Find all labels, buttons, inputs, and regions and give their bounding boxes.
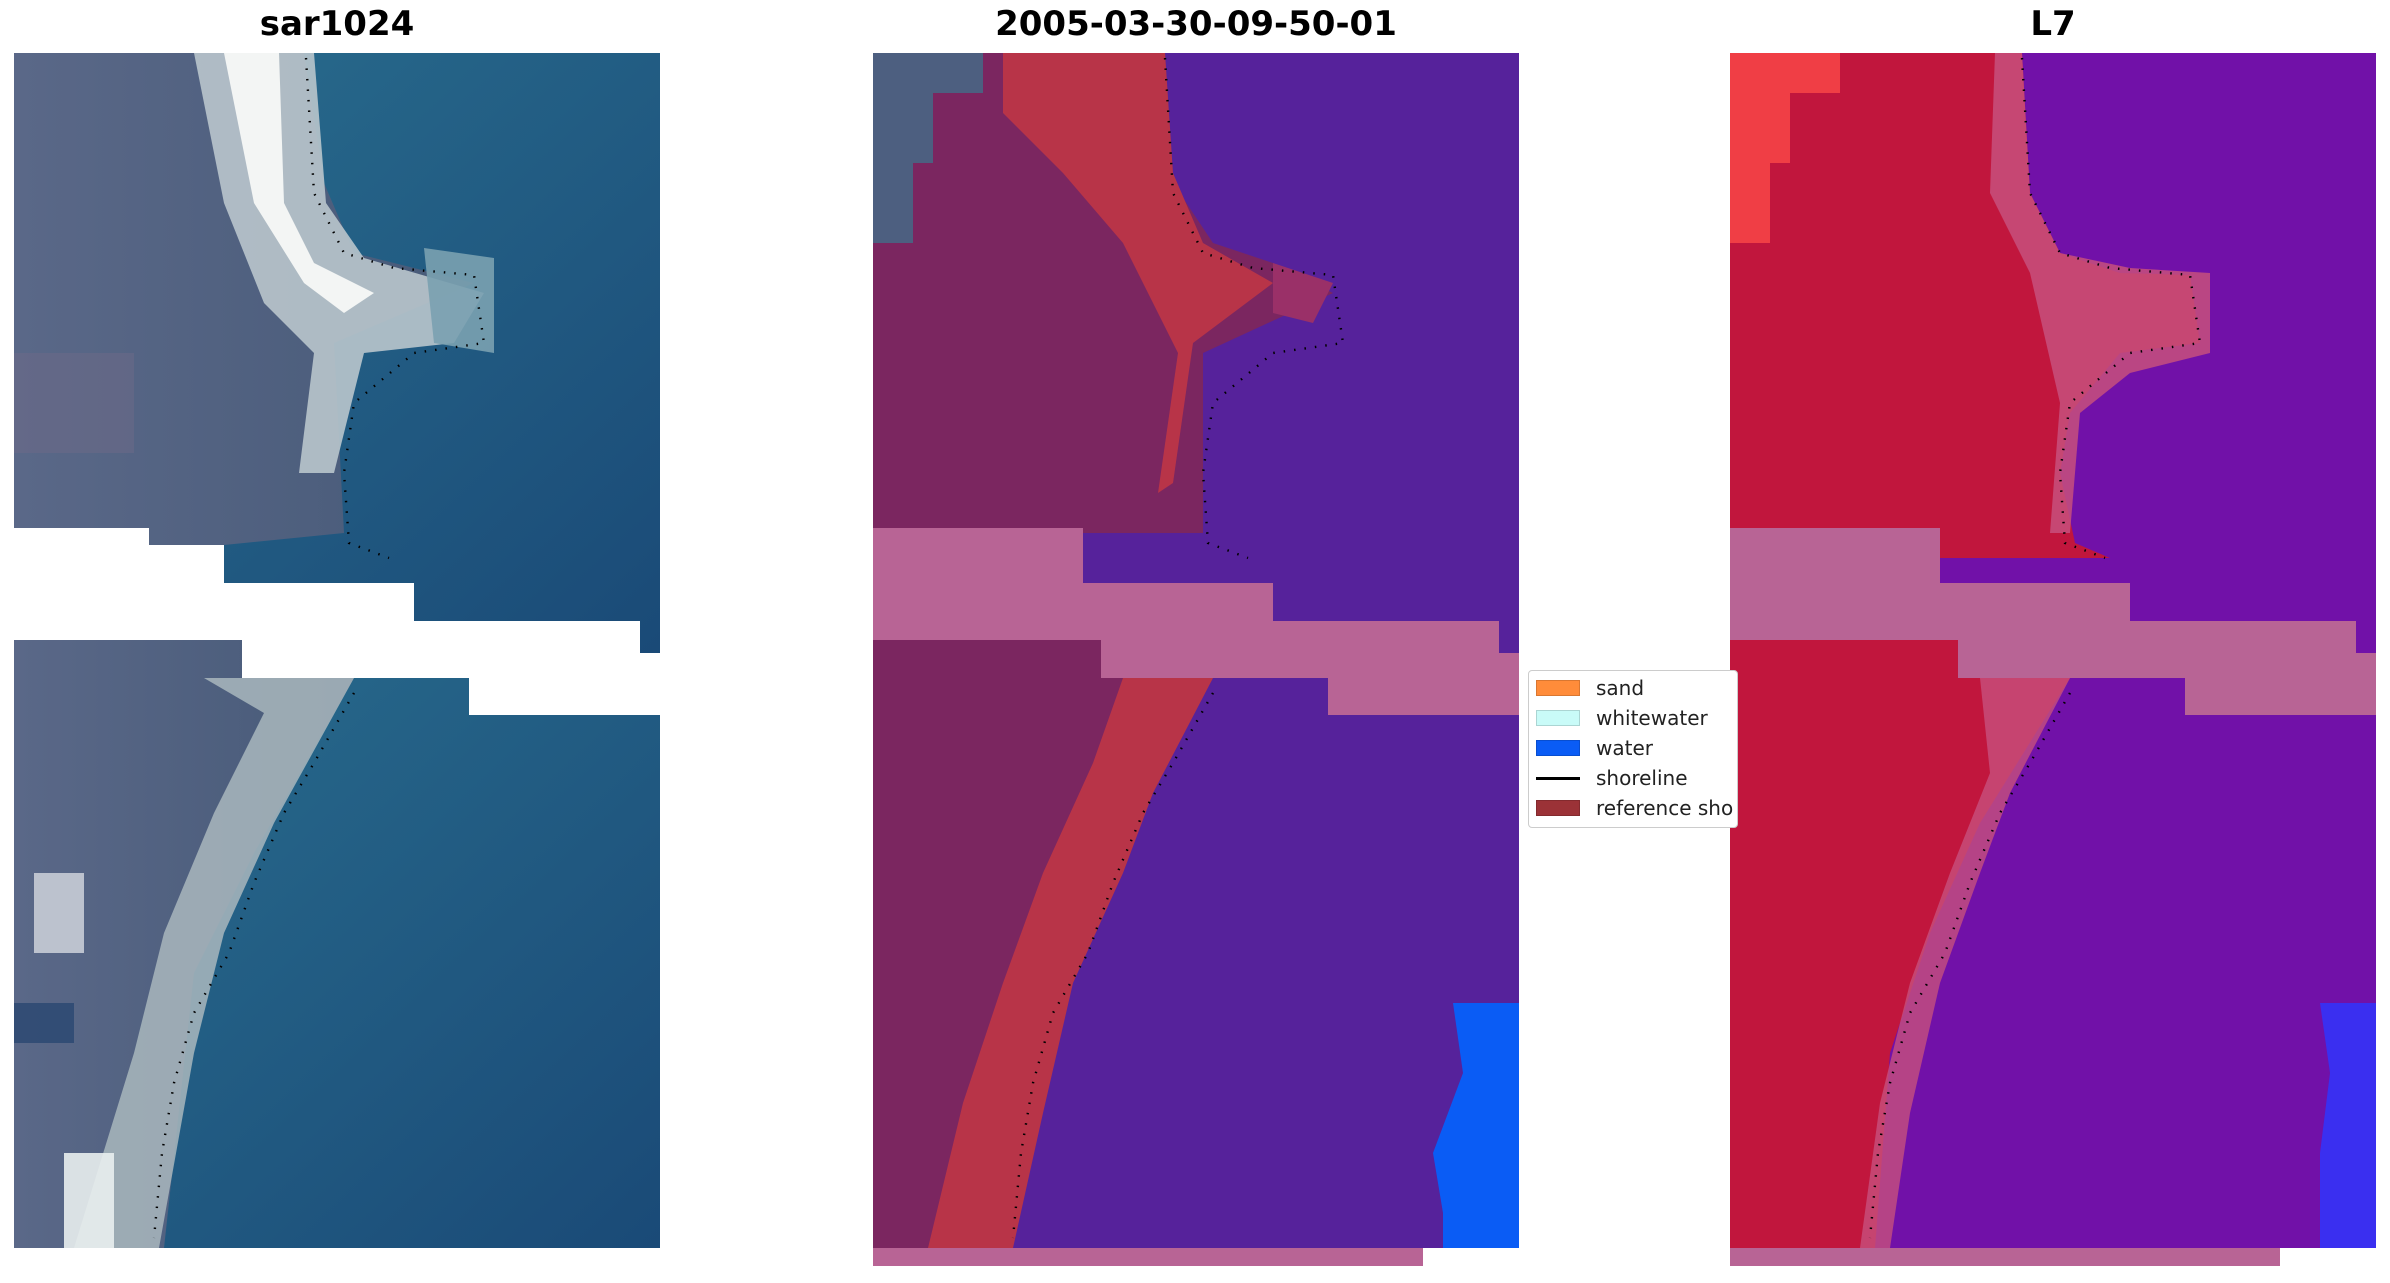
legend-item-sand: sand — [1536, 673, 1644, 703]
legend-label-water: water — [1596, 736, 1653, 760]
panel-title-rgb: sar1024 — [259, 4, 415, 44]
reference-shoreline-swatch — [1536, 800, 1580, 816]
legend-item-shoreline: shoreline — [1536, 763, 1688, 793]
legend: sand whitewater water shoreline referenc… — [1528, 670, 1738, 828]
nodata-band — [873, 528, 1519, 715]
legend-label-shoreline: shoreline — [1596, 766, 1688, 790]
legend-item-whitewater: whitewater — [1536, 703, 1708, 733]
water-swatch — [1536, 740, 1580, 756]
classified-image-panel — [873, 53, 1519, 1266]
rgb-top-tile — [14, 53, 660, 653]
shoreline-line — [1536, 776, 1580, 780]
l7-image-panel — [1730, 53, 2376, 1266]
panel-title-l7: L7 — [2030, 4, 2076, 44]
legend-item-reference-shoreline: reference sho — [1536, 793, 1733, 823]
legend-item-water: water — [1536, 733, 1653, 763]
legend-label-sand: sand — [1596, 676, 1645, 700]
legend-label-whitewater: whitewater — [1596, 706, 1708, 730]
rgb-image-panel — [14, 53, 660, 1248]
panel-title-classified: 2005-03-30-09-50-01 — [995, 4, 1397, 44]
rgb-bottom-tile — [14, 640, 660, 1248]
legend-label-reference-shoreline: reference sho — [1596, 796, 1734, 820]
rgb-shoreline — [152, 57, 486, 1239]
whitewater-swatch — [1536, 710, 1580, 726]
sand-swatch — [1536, 680, 1580, 696]
